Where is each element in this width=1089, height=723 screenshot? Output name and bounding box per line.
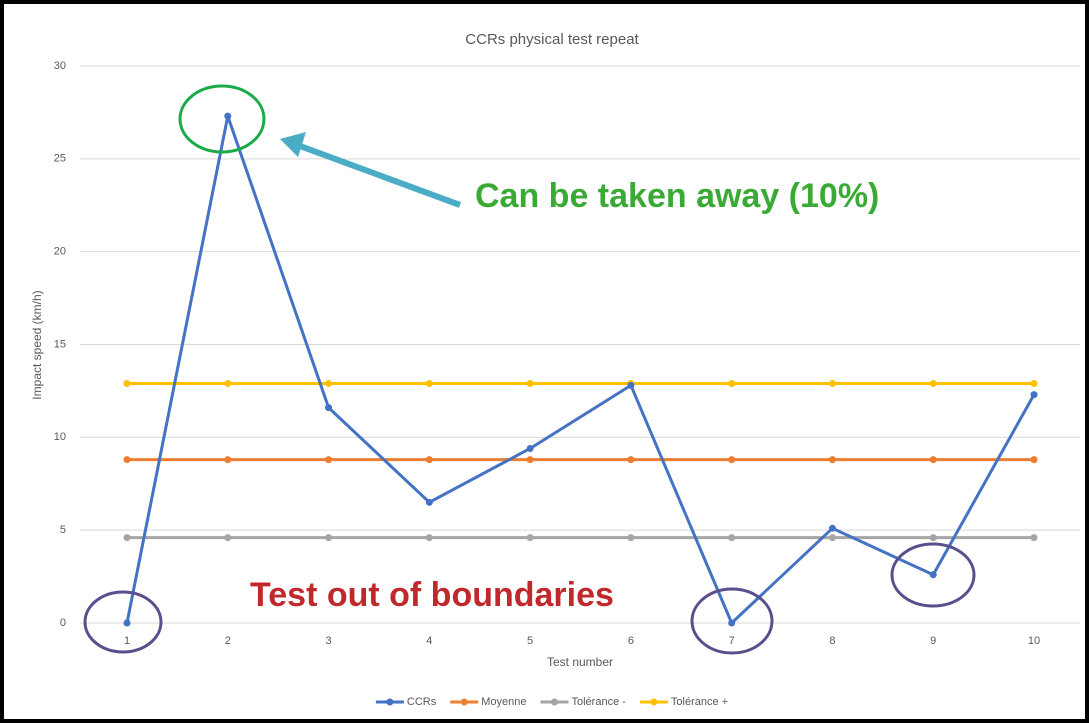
x-axis-title: Test number	[547, 655, 613, 669]
point	[828, 379, 836, 387]
point	[325, 456, 333, 464]
point	[728, 379, 736, 387]
x-tick-label: 9	[930, 635, 936, 647]
x-tick-label: 8	[829, 635, 835, 647]
point	[224, 112, 232, 120]
y-tick-label: 25	[54, 153, 66, 165]
x-tick-label: 4	[426, 635, 432, 647]
x-tick-label: 10	[1028, 635, 1040, 647]
point	[425, 379, 433, 387]
point	[123, 456, 131, 464]
point	[123, 619, 131, 627]
point	[929, 456, 937, 464]
legend-label: Moyenne	[481, 696, 526, 708]
point	[224, 456, 232, 464]
arrow-head	[280, 132, 306, 157]
point	[828, 456, 836, 464]
chart-title: CCRs physical test repeat	[465, 31, 639, 48]
point	[627, 534, 635, 542]
y-tick-label: 10	[54, 431, 66, 443]
point	[627, 456, 635, 464]
x-tick-label: 7	[729, 635, 735, 647]
point	[1030, 391, 1038, 399]
highlight-ellipse	[690, 587, 774, 655]
point	[325, 404, 333, 412]
highlight-ellipse	[890, 542, 976, 608]
highlight-ellipse	[83, 590, 163, 654]
point	[828, 524, 836, 532]
legend-label: Tolérance -	[572, 696, 627, 708]
y-tick-label: 15	[54, 338, 66, 350]
point	[929, 534, 937, 542]
legend-marker	[386, 698, 394, 706]
point	[224, 379, 232, 387]
annotation: Test out of boundaries	[250, 576, 614, 614]
highlight-ellipse	[178, 84, 266, 154]
series-line	[125, 114, 1036, 625]
y-tick-label: 30	[54, 60, 66, 72]
point	[526, 534, 534, 542]
legend-marker	[650, 698, 658, 706]
point	[1030, 534, 1038, 542]
point	[425, 456, 433, 464]
x-tick-label: 2	[225, 635, 231, 647]
legend: CCRs Moyenne Tolérance - Tolérance +	[375, 696, 728, 708]
annotation: Can be taken away (10%)	[475, 177, 879, 215]
point	[627, 381, 635, 389]
x-tick-label: 6	[628, 635, 634, 647]
point	[929, 379, 937, 387]
legend-label: Tolérance +	[671, 696, 728, 708]
point	[828, 534, 836, 542]
y-tick-label: 20	[54, 246, 66, 258]
y-axis-title: Impact speed (km/h)	[30, 290, 44, 399]
point	[728, 534, 736, 542]
point	[526, 456, 534, 464]
point	[728, 456, 736, 464]
legend-marker	[551, 698, 558, 706]
legend-label: CCRs	[407, 696, 437, 708]
arrow-shaft	[298, 143, 462, 208]
point	[224, 534, 232, 542]
y-tick-label: 5	[60, 524, 66, 536]
point	[425, 534, 433, 542]
point	[325, 534, 333, 542]
x-tick-label: 3	[325, 635, 331, 647]
y-tick-label: 0	[60, 617, 66, 629]
point	[1030, 456, 1038, 464]
plot-area: 0 5 10 15 20 25 30 1 2 3 4 5 6 7 8 9 10	[54, 60, 1080, 647]
point	[1030, 379, 1038, 387]
point	[123, 379, 131, 387]
x-tick-label: 5	[527, 635, 533, 647]
point	[325, 379, 333, 387]
x-tick-label: 1	[124, 635, 130, 647]
point	[929, 571, 937, 579]
point	[728, 619, 736, 627]
point	[425, 498, 433, 506]
point	[123, 534, 131, 542]
legend-marker	[460, 698, 468, 706]
point	[526, 444, 534, 452]
annotation-shapes	[83, 84, 976, 655]
point	[526, 379, 534, 387]
